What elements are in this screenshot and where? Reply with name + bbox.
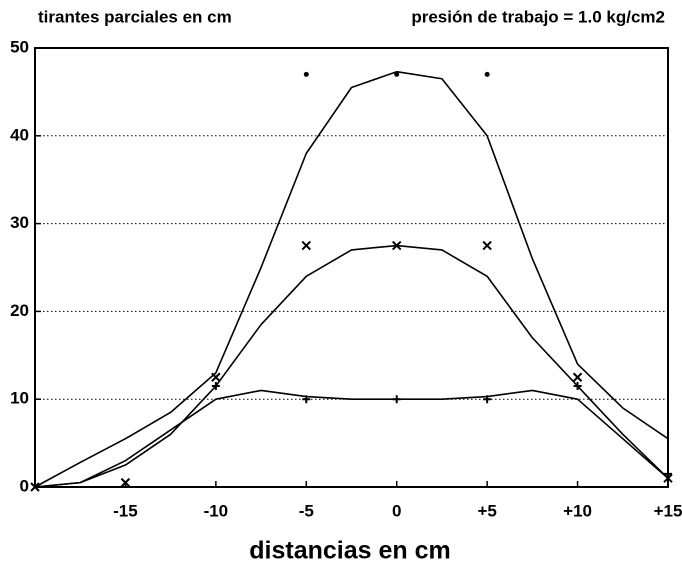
- y-tick-label: 40: [10, 125, 29, 144]
- y-tick-label: 30: [10, 213, 29, 232]
- plot-frame: [34, 47, 669, 488]
- marker: [483, 395, 492, 404]
- marker: [301, 240, 311, 251]
- x-tick-label: +15: [654, 501, 682, 520]
- marker: [573, 382, 582, 391]
- y-tick-label: 50: [10, 37, 29, 56]
- marker: [664, 469, 672, 478]
- marker: [211, 382, 220, 391]
- curve: [34, 70, 669, 488]
- x-tick-label: -15: [113, 501, 138, 520]
- curve: [34, 244, 669, 488]
- marker: [211, 372, 221, 382]
- x-tick-label: -10: [204, 501, 229, 520]
- y-tick-label: 10: [10, 389, 29, 408]
- marker: [392, 240, 402, 251]
- curve: [34, 389, 669, 488]
- marker: [30, 482, 40, 492]
- marker: [572, 372, 583, 382]
- chart-subtitle: presión de trabajo = 1.0 kg/cm2: [411, 7, 665, 26]
- marker: [392, 395, 401, 404]
- marker: [302, 395, 311, 404]
- y-tick-label: 0: [20, 476, 29, 495]
- marker: [484, 71, 490, 77]
- marker: [394, 71, 400, 77]
- x-tick-label: 0: [392, 501, 401, 520]
- marker: [303, 71, 309, 77]
- marker: [120, 477, 131, 488]
- x-axis-label: distancias en cm: [249, 537, 450, 565]
- y-tick-label: 20: [10, 301, 29, 320]
- chart-title: tirantes parciales en cm: [38, 7, 232, 26]
- x-tick-label: +5: [477, 501, 496, 520]
- x-tick-label: -5: [299, 501, 314, 520]
- marker: [663, 473, 673, 483]
- marker: [482, 240, 492, 251]
- x-tick-label: +10: [563, 501, 592, 520]
